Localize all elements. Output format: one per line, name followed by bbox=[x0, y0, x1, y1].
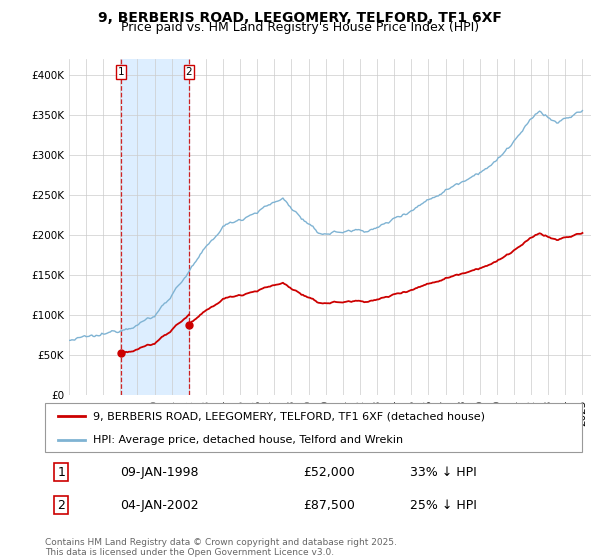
Text: £52,000: £52,000 bbox=[303, 465, 355, 479]
Text: 2: 2 bbox=[57, 498, 65, 511]
Text: 33% ↓ HPI: 33% ↓ HPI bbox=[410, 465, 477, 479]
Text: 1: 1 bbox=[57, 465, 65, 479]
Text: Contains HM Land Registry data © Crown copyright and database right 2025.
This d: Contains HM Land Registry data © Crown c… bbox=[45, 538, 397, 557]
Text: 25% ↓ HPI: 25% ↓ HPI bbox=[410, 498, 477, 511]
Text: 9, BERBERIS ROAD, LEEGOMERY, TELFORD, TF1 6XF: 9, BERBERIS ROAD, LEEGOMERY, TELFORD, TF… bbox=[98, 11, 502, 25]
Text: 04-JAN-2002: 04-JAN-2002 bbox=[120, 498, 199, 511]
Text: £87,500: £87,500 bbox=[303, 498, 355, 511]
Text: HPI: Average price, detached house, Telford and Wrekin: HPI: Average price, detached house, Telf… bbox=[94, 435, 403, 445]
Text: Price paid vs. HM Land Registry's House Price Index (HPI): Price paid vs. HM Land Registry's House … bbox=[121, 21, 479, 34]
Text: 2: 2 bbox=[185, 67, 192, 77]
Text: 9, BERBERIS ROAD, LEEGOMERY, TELFORD, TF1 6XF (detached house): 9, BERBERIS ROAD, LEEGOMERY, TELFORD, TF… bbox=[94, 412, 485, 422]
Text: 09-JAN-1998: 09-JAN-1998 bbox=[120, 465, 199, 479]
FancyBboxPatch shape bbox=[45, 403, 582, 452]
Bar bbox=[121, 59, 189, 395]
Text: 1: 1 bbox=[118, 67, 124, 77]
